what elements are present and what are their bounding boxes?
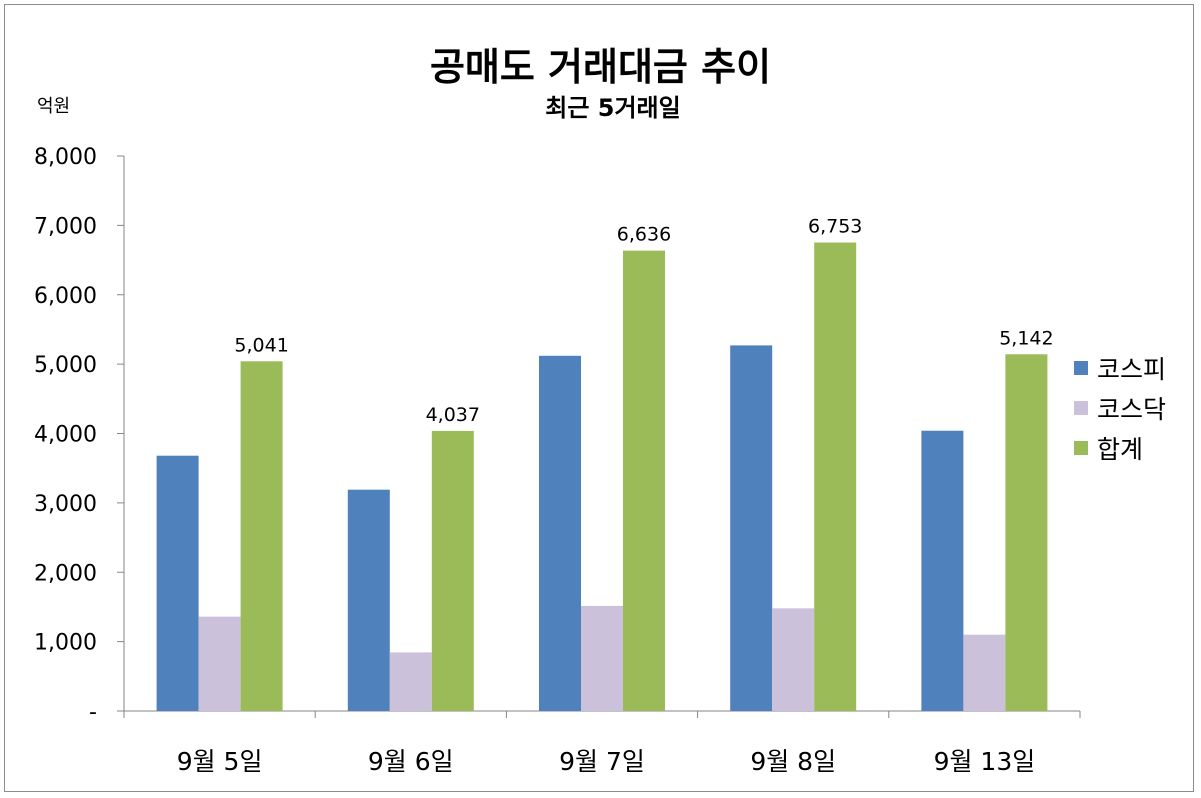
legend-label-kospi: 코스피 xyxy=(1097,355,1167,384)
legend-swatch-kospi xyxy=(1074,361,1088,375)
chart-subtitle: 최근 5거래일 xyxy=(545,94,681,122)
bar-total xyxy=(1005,354,1048,711)
bar-kospi xyxy=(730,345,773,711)
data-label: 5,142 xyxy=(999,327,1053,349)
legend-label-total: 합계 xyxy=(1097,435,1144,464)
y-tick-label: 7,000 xyxy=(34,214,97,239)
data-label: 4,037 xyxy=(426,404,480,426)
bar-kospi xyxy=(921,430,964,711)
y-tick-label: - xyxy=(89,700,97,725)
y-tick-label: 4,000 xyxy=(34,423,97,448)
x-tick-label: 9월 8일 xyxy=(750,747,836,776)
bar-kosdaq xyxy=(198,616,241,711)
x-tick-label: 9월 7일 xyxy=(559,747,645,776)
data-label: 6,636 xyxy=(617,224,671,246)
legend-item-kospi: 코스피 xyxy=(1074,348,1166,388)
legend: 코스피 코스닥 합계 xyxy=(1074,348,1166,468)
bar-kosdaq xyxy=(389,652,432,711)
y-axis-unit-label: 억원 xyxy=(37,96,71,117)
bar-kospi xyxy=(347,489,390,711)
x-tick-label: 9월 5일 xyxy=(177,747,263,776)
chart-title: 공매도 거래대금 추이 xyxy=(429,45,772,89)
bar-kosdaq xyxy=(581,605,623,711)
data-label: 5,041 xyxy=(234,334,288,356)
legend-item-total: 합계 xyxy=(1074,428,1166,468)
bar-kospi xyxy=(156,455,199,711)
data-label: 6,753 xyxy=(808,216,862,238)
bar-total xyxy=(240,361,283,711)
legend-swatch-total xyxy=(1074,441,1088,455)
bar-total xyxy=(814,242,857,711)
y-tick-label: 2,000 xyxy=(34,561,97,586)
bar-kosdaq xyxy=(963,634,1006,711)
legend-item-kosdaq: 코스닥 xyxy=(1074,388,1166,428)
y-tick-label: 8,000 xyxy=(34,145,97,170)
y-tick-label: 5,000 xyxy=(34,353,97,378)
bar-total xyxy=(431,430,474,711)
y-tick-label: 3,000 xyxy=(34,492,97,517)
bar-total xyxy=(623,250,665,711)
x-tick-label: 9월 13일 xyxy=(934,747,1036,776)
y-tick-label: 1,000 xyxy=(34,631,97,656)
bar-kosdaq xyxy=(772,608,815,711)
legend-swatch-kosdaq xyxy=(1074,401,1088,415)
y-tick-label: 6,000 xyxy=(34,284,97,309)
x-tick-label: 9월 6일 xyxy=(368,747,454,776)
bar-kospi xyxy=(539,355,581,711)
legend-label-kosdaq: 코스닥 xyxy=(1097,395,1167,424)
